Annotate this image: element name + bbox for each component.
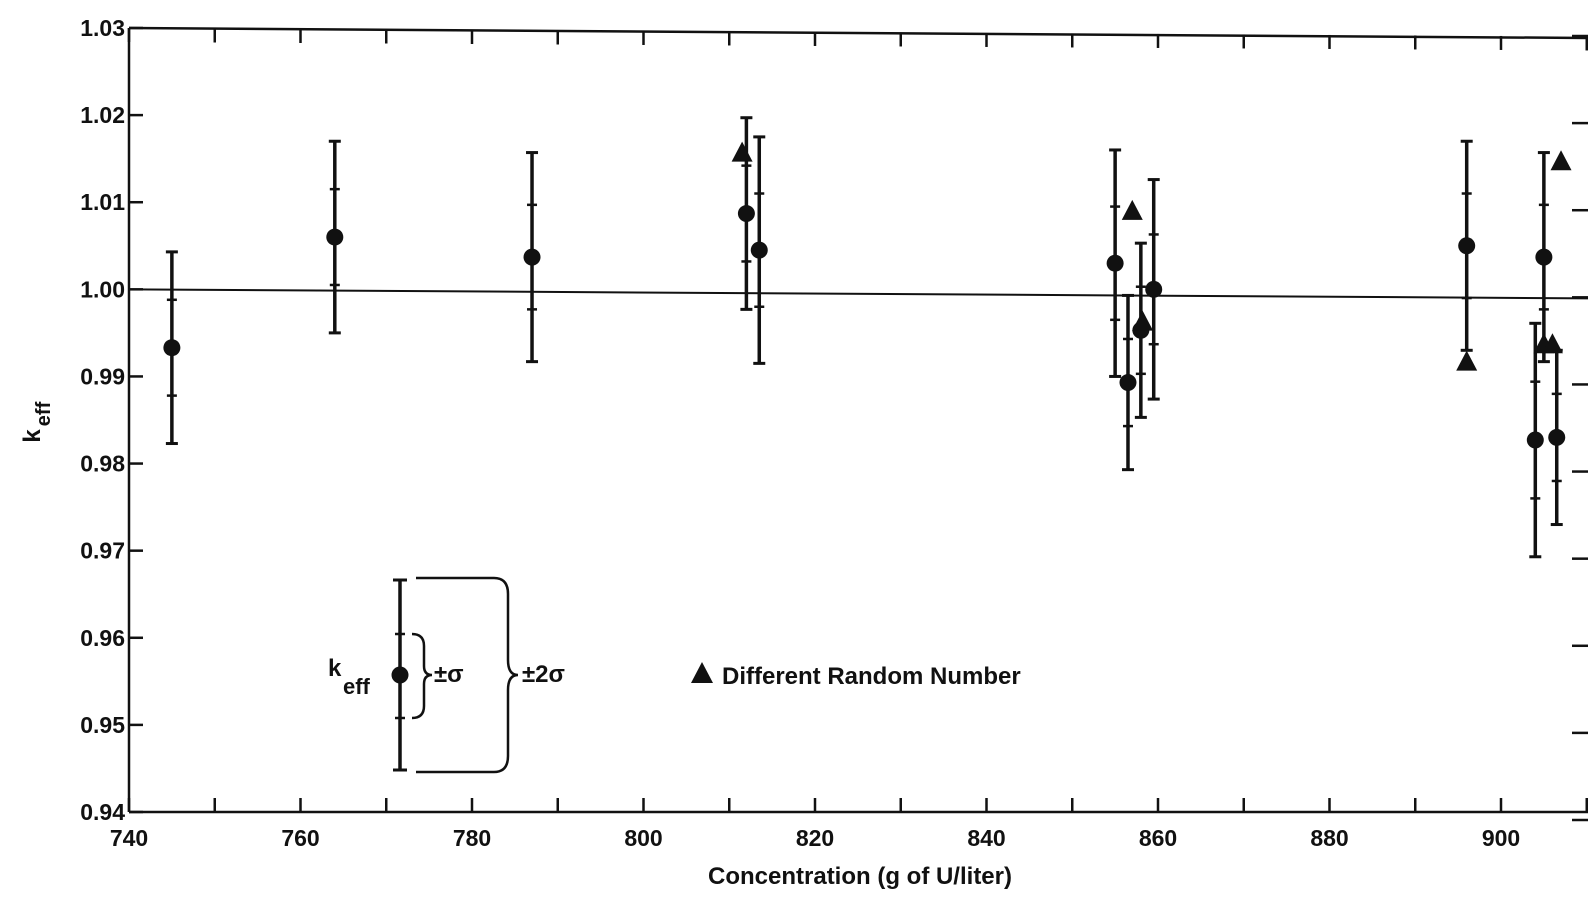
x-tick-label-800: 800 <box>624 825 662 851</box>
random-number-point-1 <box>1121 199 1143 220</box>
random-number-point-0 <box>731 141 753 162</box>
x-tick-label-820: 820 <box>796 825 834 851</box>
y-tick-label-1.03: 1.03 <box>80 15 125 41</box>
y-tick-label-0.99: 0.99 <box>80 363 125 389</box>
keff-point-8 <box>1145 280 1163 298</box>
x-tick-label-760: 760 <box>281 825 319 851</box>
reference-line-1 <box>128 288 1588 300</box>
y-tick-label-0.95: 0.95 <box>80 712 125 738</box>
y-tick-label-1.00: 1.00 <box>80 276 125 302</box>
keff-point-9 <box>1458 237 1476 255</box>
y-tick-label-1.02: 1.02 <box>80 102 125 128</box>
keff-point-1 <box>326 228 344 246</box>
keff-point-10 <box>1526 431 1544 449</box>
keff-point-6 <box>1119 374 1137 392</box>
keff-point-5 <box>1106 254 1124 272</box>
y-axis-ticks: 0.94 0.95 0.96 0.97 0.98 0.99 1.00 1.01 1.02 1.03 <box>80 15 1588 825</box>
axes <box>127 26 1588 814</box>
keff-point-3 <box>737 205 755 223</box>
x-tick-label-860: 860 <box>1139 825 1177 851</box>
keff-point-11 <box>1535 248 1553 266</box>
random-number-point-5 <box>1541 333 1563 354</box>
legend-triangle-marker <box>691 662 713 683</box>
x-tick-label-900: 900 <box>1482 825 1520 851</box>
y-axis-label: k eff <box>19 401 55 442</box>
y-axis-label-sub: eff <box>33 401 55 426</box>
top-frame-line <box>128 26 1588 40</box>
error-bars <box>165 116 1563 559</box>
legend-two-sigma-brace <box>416 576 519 774</box>
x-axis-label: Concentration (g of U/liter) <box>708 863 1012 890</box>
legend-triangle-label: Different Random Number <box>722 663 1021 690</box>
random-number-point-6 <box>1550 150 1572 171</box>
legend-keff-main: k <box>328 655 342 682</box>
keff-point-0 <box>163 339 181 357</box>
x-tick-label-880: 880 <box>1310 825 1348 851</box>
y-tick-label-0.94: 0.94 <box>80 799 125 825</box>
x-axis-ticks: 740 760 780 800 820 840 860 880 900 <box>110 28 1588 851</box>
y-tick-label-1.01: 1.01 <box>80 189 125 215</box>
legend-keff-sub: eff <box>343 674 371 699</box>
data-points <box>163 141 1572 449</box>
legend-sigma-label: ±σ <box>434 661 464 688</box>
random-number-point-2 <box>1132 310 1154 331</box>
y-tick-label-0.97: 0.97 <box>80 538 125 564</box>
x-tick-label-740: 740 <box>110 825 148 851</box>
random-number-point-3 <box>1456 350 1478 371</box>
x-tick-label-780: 780 <box>453 825 491 851</box>
y-tick-label-0.98: 0.98 <box>80 451 125 477</box>
legend-error-bar-example <box>391 578 409 772</box>
y-axis-label-main: k <box>19 429 46 443</box>
keff-point-4 <box>750 241 768 259</box>
legend: k eff ±σ ±2σ Different Random Number <box>328 576 1021 774</box>
legend-sigma-brace <box>411 632 433 720</box>
y-tick-label-0.96: 0.96 <box>80 625 125 651</box>
x-tick-label-840: 840 <box>967 825 1005 851</box>
legend-two-sigma-label: ±2σ <box>522 661 565 688</box>
keff-point-12 <box>1548 428 1566 446</box>
keff-point-2 <box>523 248 541 266</box>
